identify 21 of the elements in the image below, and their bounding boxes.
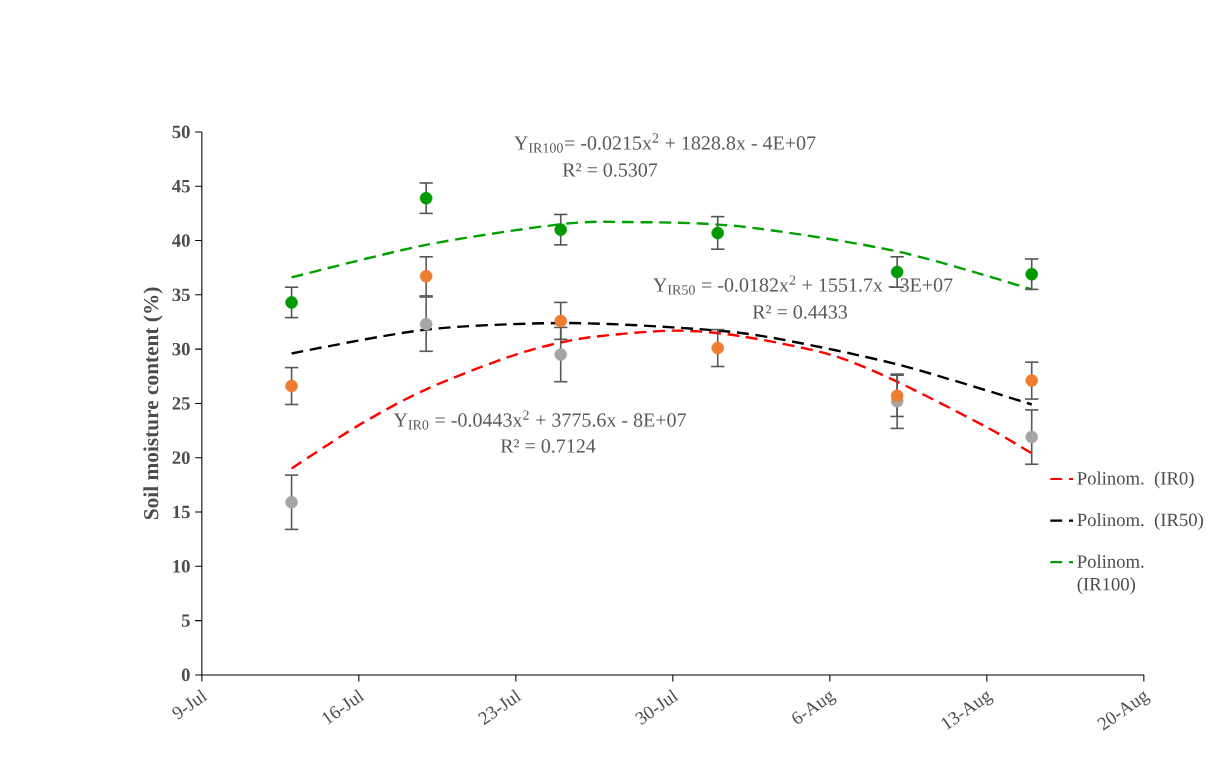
annotation: Y$_{IR0}$ = -0.0443x$^{2}$ + 3775.6x - 8E+07 [393,410,686,430]
annotation: Y$_{IR100}$= -0.0215x$^{2}$ + 1828.8x - 4E+07 [514,133,816,153]
annotation: R² = 0.7124 [500,439,596,453]
y-tick-label: 40 [172,234,190,247]
y-tick-label: 20 [172,451,190,465]
y-tick-label: 15 [173,505,190,519]
legend-label: Polinom. (IR50) [1077,513,1204,531]
y-tick-label: 5 [181,614,190,627]
y-tick-label: 50 [172,125,190,139]
x-tick-label: 9-Jul [172,689,208,720]
y-tick-label: 30 [172,342,190,356]
y-tick-label: 35 [172,288,190,302]
legend-label: Polinom. (IR0) [1077,471,1194,489]
y-tick-label: 0 [181,668,190,682]
annotation: R² = 0.5307 [562,163,658,177]
annotation: R² = 0.4433 [752,305,848,319]
y-tick-label: 10 [173,560,190,573]
y-axis-title: Soil moisture content (%) [143,287,163,520]
legend-label: Polinom. (IR100) [1077,554,1144,595]
y-tick-label: 45 [172,179,190,193]
y-tick-label: 25 [172,397,190,410]
